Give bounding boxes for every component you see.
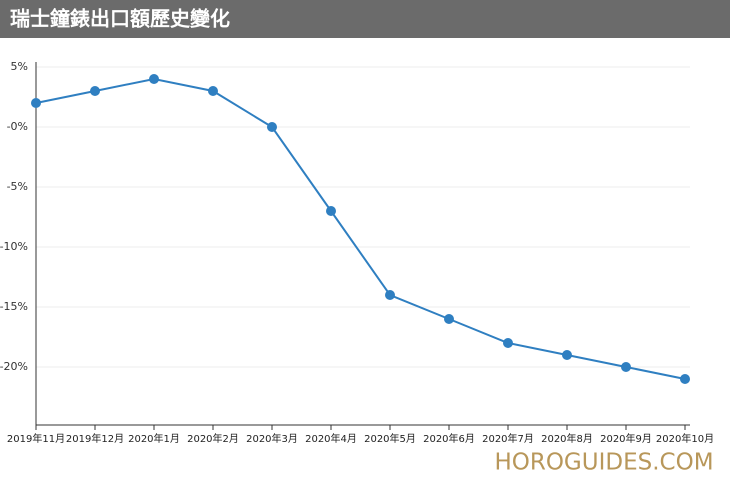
- point: [90, 86, 100, 96]
- x-tick-label: 2020年8月: [541, 432, 593, 445]
- watermark: HOROGUIDES.COM: [494, 450, 713, 476]
- x-tick-label: 2020年1月: [128, 432, 180, 445]
- line: [35, 77, 686, 380]
- point: [562, 350, 572, 360]
- y-tick-label: -10%: [0, 240, 28, 253]
- point: [208, 86, 218, 96]
- y-tick-label: -5%: [7, 180, 28, 193]
- y-tick-label: -20%: [0, 360, 28, 373]
- x-tick-label: 2020年9月: [600, 432, 652, 445]
- point: [503, 338, 513, 348]
- y-tick-label: -15%: [0, 300, 28, 313]
- point: [267, 122, 277, 132]
- point: [385, 290, 395, 300]
- x-tick-label: 2020年7月: [482, 432, 534, 445]
- point: [444, 314, 454, 324]
- x-tick-label: 2020年10月: [656, 432, 714, 445]
- x-tick-label: 2019年11月: [7, 432, 65, 445]
- x-tick-label: 2019年12月: [66, 432, 124, 445]
- chart-title: 瑞士鐘錶出口額歷史變化: [10, 7, 230, 31]
- y-tick-label: -0%: [7, 120, 28, 133]
- x-tick-label: 2020年2月: [187, 432, 239, 445]
- y-tick-label: 5%: [11, 60, 28, 73]
- point: [680, 374, 690, 384]
- point: [326, 206, 336, 216]
- point: [621, 362, 631, 372]
- title-bar: [0, 0, 730, 38]
- x-tick-label: 2020年3月: [246, 432, 298, 445]
- x-tick-label: 2020年4月: [305, 432, 357, 445]
- point: [149, 74, 159, 84]
- x-tick-label: 2020年5月: [364, 432, 416, 445]
- point: [31, 98, 41, 108]
- x-tick-label: 2020年6月: [423, 432, 475, 445]
